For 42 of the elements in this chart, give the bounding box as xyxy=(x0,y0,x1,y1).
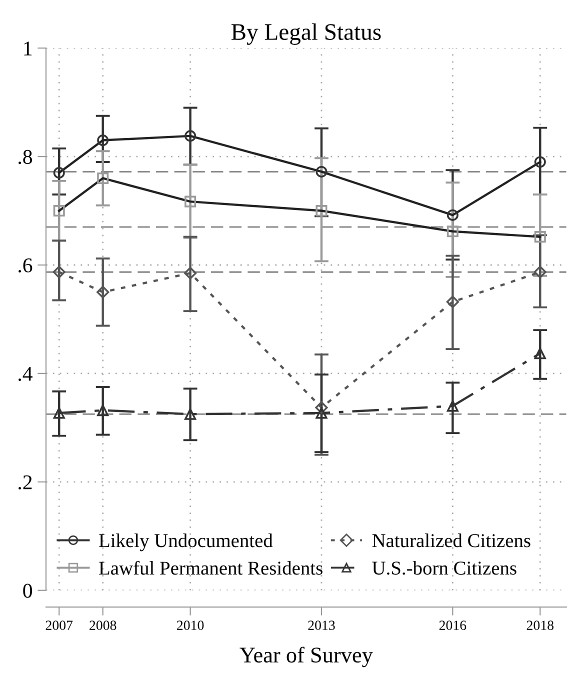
point xyxy=(184,196,196,208)
legend-label: U.S.-born Citizens xyxy=(372,561,516,575)
point xyxy=(534,348,546,360)
x-tick-label: 2010 xyxy=(177,620,204,630)
point xyxy=(534,156,546,168)
legend-label: Likely Undocumented xyxy=(99,534,273,552)
point xyxy=(315,401,328,414)
point xyxy=(316,205,328,217)
y-tick-label: .2 xyxy=(18,475,32,490)
y-tick-label: 0 xyxy=(23,584,32,598)
point xyxy=(53,205,65,217)
chart-title: By Legal Status xyxy=(231,23,381,45)
legend-label: Naturalized Citizens xyxy=(372,534,530,548)
point xyxy=(184,408,196,420)
x-tick-label: 2013 xyxy=(308,620,335,630)
point xyxy=(53,167,65,179)
point xyxy=(446,209,458,221)
point xyxy=(96,286,110,298)
x-axis-title: Year of Survey xyxy=(240,646,373,668)
point xyxy=(534,266,546,278)
point xyxy=(316,166,328,178)
point xyxy=(53,407,65,419)
point xyxy=(446,226,458,238)
x-tick-label: 2007 xyxy=(46,620,73,630)
point xyxy=(52,266,66,278)
y-tick-label: .4 xyxy=(18,366,32,381)
point xyxy=(97,172,109,184)
point xyxy=(184,130,196,142)
point xyxy=(184,266,197,280)
x-tick-label: 2018 xyxy=(526,620,554,630)
point xyxy=(316,407,328,419)
x-tick-label: 2008 xyxy=(90,620,116,630)
x-tick-label: 2016 xyxy=(439,620,466,630)
y-tick-label: .6 xyxy=(18,258,32,273)
y-tick-label: .8 xyxy=(18,150,32,164)
point xyxy=(446,296,459,308)
point xyxy=(97,134,109,146)
legend-label: Lawful Permanent Residents xyxy=(99,560,322,575)
y-tick-label: 1 xyxy=(24,42,32,56)
point xyxy=(534,231,546,243)
point xyxy=(97,404,109,416)
point xyxy=(446,400,458,412)
